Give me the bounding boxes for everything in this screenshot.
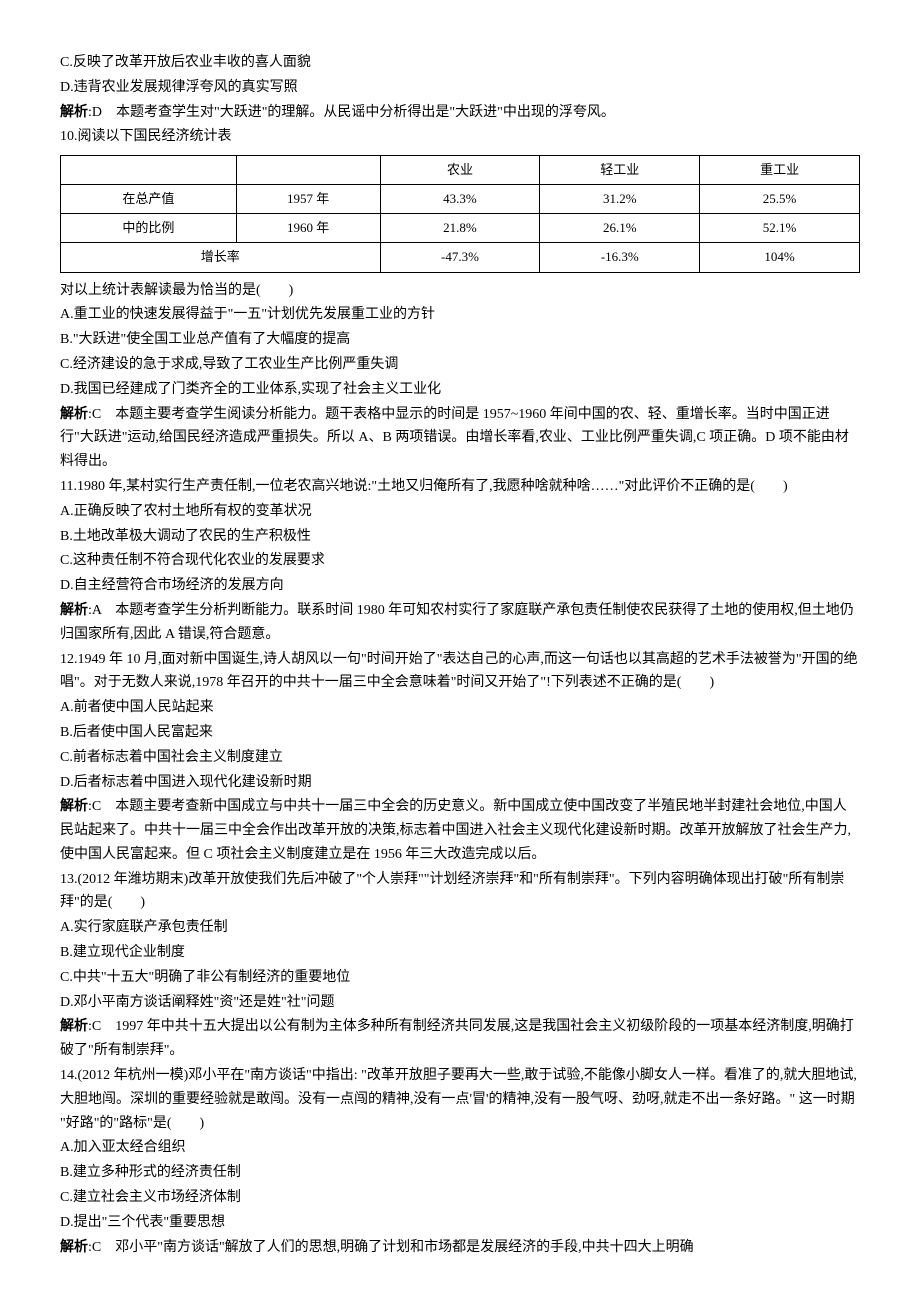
table-cell: 轻工业 xyxy=(540,156,700,185)
table-cell: 1960 年 xyxy=(236,214,380,243)
table-cell: 31.2% xyxy=(540,185,700,214)
analysis-label: 解析 xyxy=(60,1019,88,1034)
q13-option-c: C.中共"十五大"明确了非公有制经济的重要地位 xyxy=(60,966,860,990)
table-header-row: 农业 轻工业 重工业 xyxy=(61,156,860,185)
table-cell: -16.3% xyxy=(540,243,700,272)
table-cell: 农业 xyxy=(380,156,540,185)
table-cell: 104% xyxy=(700,243,860,272)
q12-option-b: B.后者使中国人民富起来 xyxy=(60,721,860,745)
q11-option-c: C.这种责任制不符合现代化农业的发展要求 xyxy=(60,549,860,573)
q14-option-b: B.建立多种形式的经济责任制 xyxy=(60,1161,860,1185)
q14-option-c: C.建立社会主义市场经济体制 xyxy=(60,1186,860,1210)
table-cell: 52.1% xyxy=(700,214,860,243)
analysis-label: 解析 xyxy=(60,1240,88,1255)
answer-key: :C xyxy=(88,799,101,814)
q9-option-c: C.反映了改革开放后农业丰收的喜人面貌 xyxy=(60,51,860,75)
q12-analysis: 解析:C 本题主要考查新中国成立与中共十一届三中全会的历史意义。新中国成立使中国… xyxy=(60,795,860,866)
table-cell: 43.3% xyxy=(380,185,540,214)
analysis-text: 本题考查学生分析判断能力。联系时间 1980 年可知农村实行了家庭联产承包责任制… xyxy=(60,603,854,642)
table-cell: 增长率 xyxy=(61,243,381,272)
q12-stem: 12.1949 年 10 月,面对新中国诞生,诗人胡风以一句"时间开始了"表达自… xyxy=(60,648,860,696)
q11-option-a: A.正确反映了农村土地所有权的变革状况 xyxy=(60,500,860,524)
table-row: 在总产值 1957 年 43.3% 31.2% 25.5% xyxy=(61,185,860,214)
q14-stem: 14.(2012 年杭州一模)邓小平在"南方谈话"中指出: "改革开放胆子要再大… xyxy=(60,1064,860,1135)
q13-stem: 13.(2012 年潍坊期末)改革开放使我们先后冲破了"个人崇拜""计划经济崇拜… xyxy=(60,868,860,916)
table-cell: 21.8% xyxy=(380,214,540,243)
q13-option-d: D.邓小平南方谈话阐释姓"资"还是姓"社"问题 xyxy=(60,991,860,1015)
analysis-text: 本题主要考查学生阅读分析能力。题干表格中显示的时间是 1957~1960 年间中… xyxy=(60,407,849,470)
analysis-label: 解析 xyxy=(60,105,88,120)
answer-key: :C xyxy=(88,1019,101,1034)
q11-stem: 11.1980 年,某村实行生产责任制,一位老农高兴地说:"土地又归俺所有了,我… xyxy=(60,475,860,499)
q14-option-d: D.提出"三个代表"重要思想 xyxy=(60,1211,860,1235)
q10-stem: 10.阅读以下国民经济统计表 xyxy=(60,125,860,149)
q11-option-d: D.自主经营符合市场经济的发展方向 xyxy=(60,574,860,598)
q10-analysis: 解析:C 本题主要考查学生阅读分析能力。题干表格中显示的时间是 1957~196… xyxy=(60,403,860,474)
table-cell: -47.3% xyxy=(380,243,540,272)
q14-option-a: A.加入亚太经合组织 xyxy=(60,1136,860,1160)
analysis-text: 本题考查学生对"大跃进"的理解。从民谣中分析得出是"大跃进"中出现的浮夸风。 xyxy=(102,105,615,120)
analysis-label: 解析 xyxy=(60,799,88,814)
table-cell: 26.1% xyxy=(540,214,700,243)
q10-table: 农业 轻工业 重工业 在总产值 1957 年 43.3% 31.2% 25.5%… xyxy=(60,155,860,272)
analysis-label: 解析 xyxy=(60,407,88,422)
table-cell: 1957 年 xyxy=(236,185,380,214)
q13-analysis: 解析:C 1997 年中共十五大提出以公有制为主体多种所有制经济共同发展,这是我… xyxy=(60,1015,860,1063)
table-cell xyxy=(236,156,380,185)
table-cell: 中的比例 xyxy=(61,214,237,243)
table-cell: 在总产值 xyxy=(61,185,237,214)
q12-option-c: C.前者标志着中国社会主义制度建立 xyxy=(60,746,860,770)
q10-option-a: A.重工业的快速发展得益于"一五"计划优先发展重工业的方针 xyxy=(60,303,860,327)
answer-key: :D xyxy=(88,105,102,120)
table-cell: 重工业 xyxy=(700,156,860,185)
analysis-text: 1997 年中共十五大提出以公有制为主体多种所有制经济共同发展,这是我国社会主义… xyxy=(60,1019,854,1058)
table-cell xyxy=(61,156,237,185)
q10-option-c: C.经济建设的急于求成,导致了工农业生产比例严重失调 xyxy=(60,353,860,377)
answer-key: :C xyxy=(88,1240,101,1255)
answer-key: :A xyxy=(88,603,101,618)
answer-key: :C xyxy=(88,407,101,422)
q9-option-d: D.违背农业发展规律浮夸风的真实写照 xyxy=(60,76,860,100)
q9-analysis: 解析:D 本题考查学生对"大跃进"的理解。从民谣中分析得出是"大跃进"中出现的浮… xyxy=(60,101,860,125)
q11-analysis: 解析:A 本题考查学生分析判断能力。联系时间 1980 年可知农村实行了家庭联产… xyxy=(60,599,860,647)
q10-option-b: B."大跃进"使全国工业总产值有了大幅度的提高 xyxy=(60,328,860,352)
q10-option-d: D.我国已经建成了门类齐全的工业体系,实现了社会主义工业化 xyxy=(60,378,860,402)
analysis-text: 邓小平"南方谈话"解放了人们的思想,明确了计划和市场都是发展经济的手段,中共十四… xyxy=(101,1240,693,1255)
q10-post: 对以上统计表解读最为恰当的是( ) xyxy=(60,279,860,303)
q11-option-b: B.土地改革极大调动了农民的生产积极性 xyxy=(60,525,860,549)
table-row: 增长率 -47.3% -16.3% 104% xyxy=(61,243,860,272)
analysis-text: 本题主要考查新中国成立与中共十一届三中全会的历史意义。新中国成立使中国改变了半殖… xyxy=(60,799,851,862)
q12-option-d: D.后者标志着中国进入现代化建设新时期 xyxy=(60,771,860,795)
table-cell: 25.5% xyxy=(700,185,860,214)
table-row: 中的比例 1960 年 21.8% 26.1% 52.1% xyxy=(61,214,860,243)
q13-option-a: A.实行家庭联产承包责任制 xyxy=(60,916,860,940)
q14-analysis: 解析:C 邓小平"南方谈话"解放了人们的思想,明确了计划和市场都是发展经济的手段… xyxy=(60,1236,860,1260)
analysis-label: 解析 xyxy=(60,603,88,618)
q12-option-a: A.前者使中国人民站起来 xyxy=(60,696,860,720)
q13-option-b: B.建立现代企业制度 xyxy=(60,941,860,965)
